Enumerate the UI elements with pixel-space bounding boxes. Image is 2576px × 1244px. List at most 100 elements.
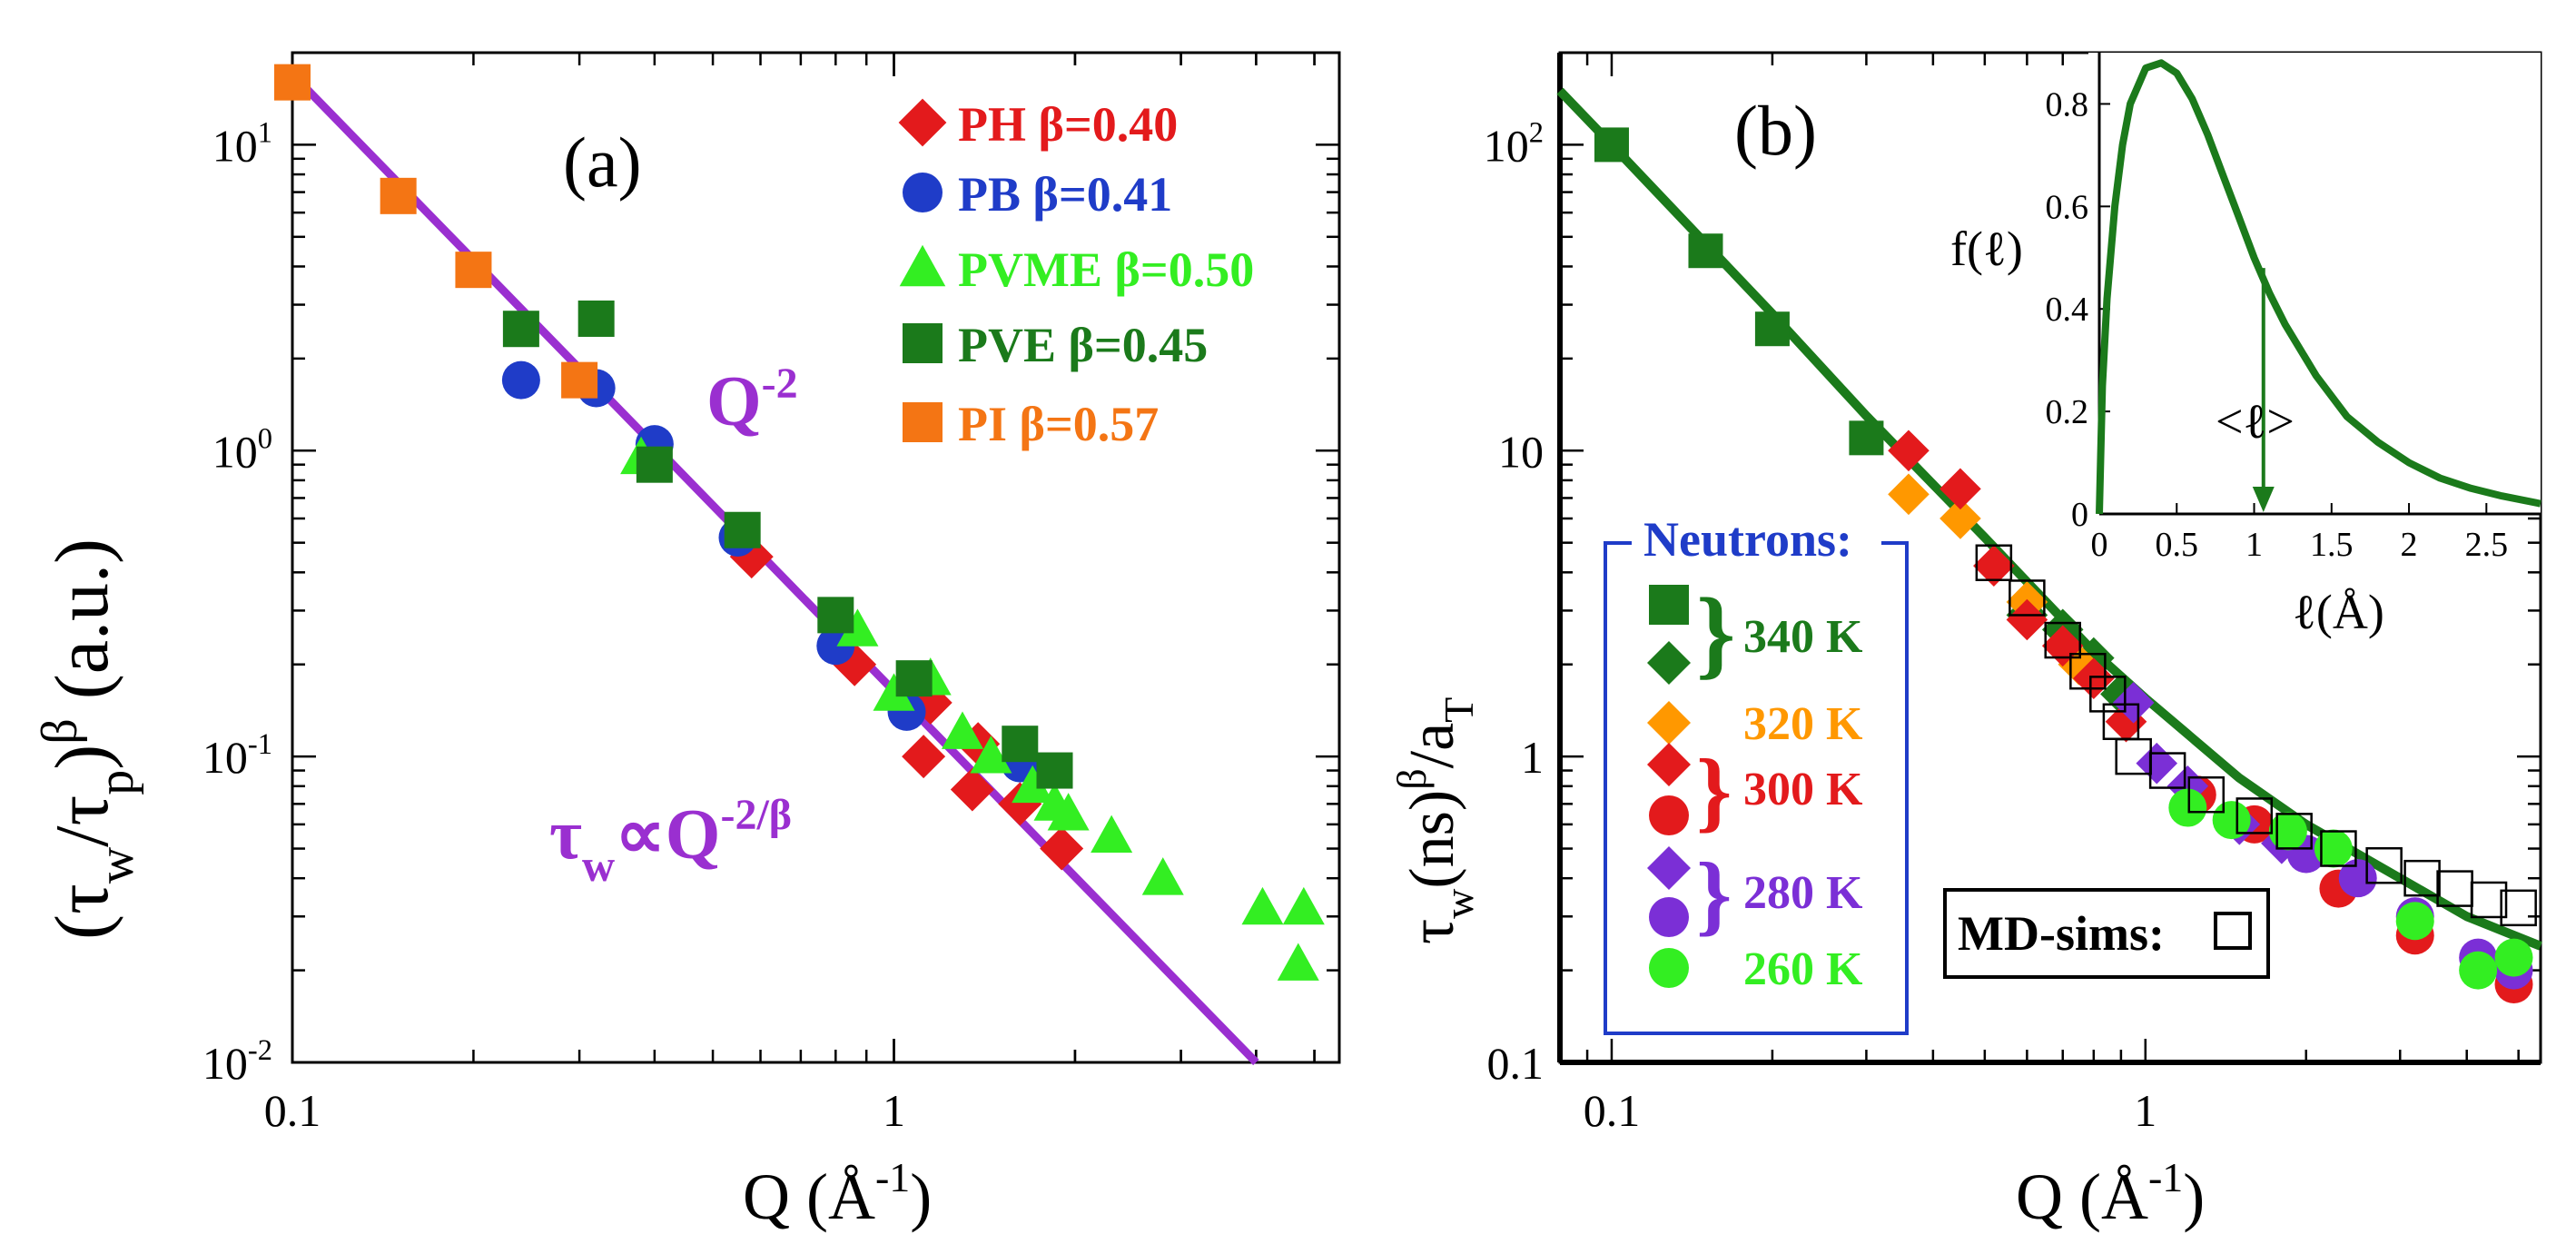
point-b-5-0 bbox=[2112, 682, 2155, 724]
point-b-3-3 bbox=[2006, 598, 2048, 641]
ylabel-a-units: (a.u.) bbox=[40, 538, 124, 718]
point-b-8-7 bbox=[2148, 752, 2186, 789]
ylabel-b-slash: /a bbox=[1397, 723, 1467, 769]
legend-b-temp-4: 260 K bbox=[1743, 943, 1863, 995]
ylabel-b-ns: (ns) bbox=[1397, 790, 1467, 889]
point-b-8-2 bbox=[2044, 621, 2081, 659]
legend-a-label-3: PVE β=0.45 bbox=[958, 318, 1208, 372]
y-tick-label-a-0: 10-2 bbox=[202, 1034, 272, 1089]
inset-curve bbox=[2096, 59, 2541, 515]
md-sims-legend: MD-sims: bbox=[1943, 888, 2270, 979]
ylabel-b-T: T bbox=[1436, 697, 1482, 723]
point-a-2-1 bbox=[836, 608, 879, 647]
x-tick-label-b-0: 0.1 bbox=[1584, 1085, 1641, 1136]
xlabel-b-prefix: Q (Å bbox=[2016, 1160, 2148, 1233]
point-b-8-10 bbox=[2275, 813, 2313, 850]
y-tick-label-a-1: 10-1 bbox=[202, 728, 272, 783]
xlabel-a-exp: -1 bbox=[875, 1154, 910, 1200]
inset-y-tick-label-3: 0.6 bbox=[2046, 188, 2089, 226]
q2-exp: -2 bbox=[762, 360, 798, 408]
inset-xlabel: ℓ(Å) bbox=[2293, 585, 2384, 639]
legend-b-260-circle bbox=[1649, 948, 1689, 988]
panel-a-ylabel: (τw/τp)β (a.u.) bbox=[32, 538, 144, 940]
inset-background bbox=[2088, 53, 2541, 514]
point-b-8-3 bbox=[2069, 652, 2107, 690]
point-b-8-4 bbox=[2089, 676, 2127, 713]
point-b-0-3 bbox=[1849, 420, 1884, 456]
point-b-0-1 bbox=[1688, 233, 1723, 269]
legend-b-280-diamond bbox=[1647, 846, 1691, 890]
point-b-7-4 bbox=[2395, 902, 2434, 941]
md-sims-symbol bbox=[2214, 912, 2252, 950]
y-tick-label-b-1: 1 bbox=[1521, 732, 1544, 783]
point-a-3-7 bbox=[1036, 752, 1073, 789]
inset-x-tick-label-3: 1.5 bbox=[2310, 526, 2354, 564]
point-a-2-6 bbox=[1012, 765, 1054, 804]
point-a-3-0 bbox=[502, 311, 539, 348]
inset-y-tick-label-2: 0.4 bbox=[2046, 291, 2089, 329]
point-b-8-0 bbox=[1975, 544, 2013, 581]
legend-b-340-square bbox=[1649, 585, 1689, 625]
neutrons-title: Neutrons: bbox=[1643, 512, 1852, 567]
legend-b-temp-3: 280 K bbox=[1743, 867, 1863, 919]
y-tick-label-a-3: 101 bbox=[212, 116, 272, 171]
point-a-4-1 bbox=[380, 177, 417, 214]
inset-x-tick-label-4: 2 bbox=[2401, 526, 2418, 564]
legend-a-symbol-4 bbox=[903, 402, 943, 442]
law-tau: τ bbox=[549, 795, 582, 874]
x-tick-label-a-1: 1 bbox=[883, 1085, 905, 1136]
ylabel-a-slash: /τ bbox=[40, 795, 124, 847]
point-b-7-0 bbox=[2168, 788, 2207, 827]
y-tick-label-b-2: 10 bbox=[1498, 426, 1544, 477]
legend-b-brace-2: } bbox=[1696, 844, 1732, 944]
point-b-7-3 bbox=[2314, 829, 2353, 868]
point-b-3-2 bbox=[1973, 545, 2015, 587]
legend-b-340-diamond bbox=[1647, 641, 1691, 685]
legend-a-label-0: PH β=0.40 bbox=[958, 97, 1178, 152]
law-w: w bbox=[582, 840, 615, 891]
inset-x-tick-label-2: 1 bbox=[2245, 526, 2263, 564]
inset-y-tick-label-0: 0 bbox=[2071, 496, 2088, 534]
point-a-2-2 bbox=[873, 673, 915, 711]
ylabel-a-beta: β bbox=[32, 718, 88, 745]
point-a-2-8 bbox=[1047, 793, 1090, 831]
legend-a-symbol-3 bbox=[903, 323, 943, 363]
legend-a-symbol-1 bbox=[903, 173, 943, 212]
point-a-0-2 bbox=[902, 735, 946, 779]
point-a-1-0 bbox=[501, 360, 540, 400]
point-b-7-1 bbox=[2212, 801, 2251, 840]
inset-mean-arrowhead bbox=[2252, 487, 2275, 512]
point-a-4-2 bbox=[455, 252, 492, 289]
panel-a-fit bbox=[289, 71, 1259, 1066]
y-tick-label-b-3: 102 bbox=[1484, 116, 1544, 171]
point-a-0-7 bbox=[1040, 826, 1084, 871]
point-a-4-0 bbox=[274, 64, 311, 101]
point-b-3-1 bbox=[1939, 468, 1981, 510]
inset-ylabel: f(ℓ) bbox=[1950, 222, 2023, 276]
point-b-1-3 bbox=[2100, 673, 2142, 716]
y-tick-label-a-2: 100 bbox=[212, 422, 272, 477]
legend-b-280-circle bbox=[1649, 897, 1689, 937]
point-b-2-3 bbox=[2058, 643, 2100, 686]
inset-x-tick-label-0: 0 bbox=[2091, 526, 2108, 564]
md-sims-label: MD-sims: bbox=[1958, 906, 2165, 961]
panel-a-legend: PH β=0.40 PB β=0.41 PVME β=0.50 PVE β=0.45 P… bbox=[898, 97, 1254, 451]
point-b-8-11 bbox=[2320, 830, 2357, 867]
point-a-2-5 bbox=[970, 736, 1012, 774]
ylabel-a-p: p bbox=[88, 770, 144, 795]
point-a-2-12 bbox=[1282, 886, 1325, 925]
inset-distribution-curve bbox=[2096, 59, 2541, 515]
q2-base: Q bbox=[706, 361, 762, 440]
legend-a-label-2: PVME β=0.50 bbox=[958, 242, 1254, 297]
legend-b-320-diamond bbox=[1647, 701, 1691, 745]
point-a-2-9 bbox=[1091, 815, 1133, 853]
legend-b-brace-0: } bbox=[1696, 578, 1735, 688]
neutrons-title-bg bbox=[1632, 519, 1881, 567]
panel-a-points bbox=[274, 64, 1325, 981]
inset-ticks: 0 0.5 1 1.5 2 2.5 0 0.2 0.4 0.6 0.8 bbox=[2046, 85, 2509, 564]
point-b-8-12 bbox=[2365, 846, 2403, 884]
legend-b-300-diamond bbox=[1647, 743, 1691, 786]
